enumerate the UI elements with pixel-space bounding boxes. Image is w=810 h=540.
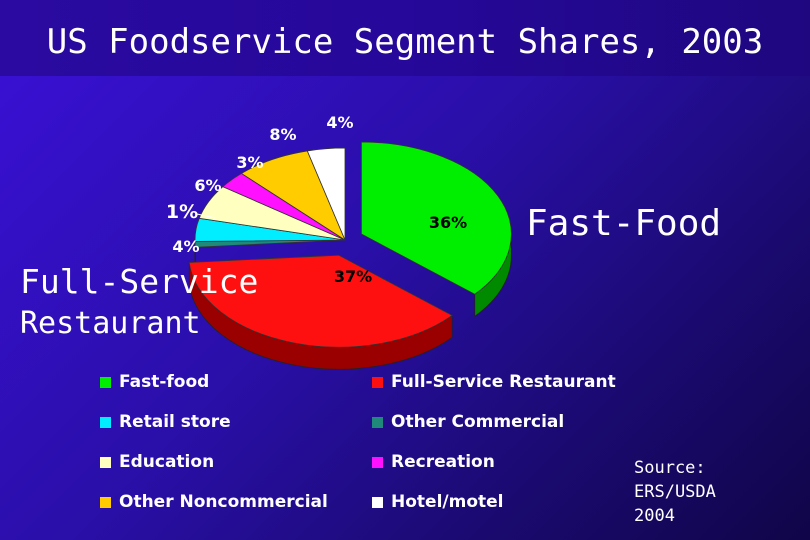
fast-food-callout: Fast-Food bbox=[526, 203, 722, 244]
source-line-1: Source: bbox=[634, 458, 706, 478]
legend-item: Other Noncommercial bbox=[100, 492, 328, 512]
legend-label: Education bbox=[119, 452, 215, 472]
pie-label-6: 8% bbox=[269, 125, 296, 144]
legend-label: Hotel/motel bbox=[391, 492, 504, 512]
full-service-callout-line1: Full-Service bbox=[20, 262, 259, 301]
pie-label-7: 4% bbox=[326, 113, 353, 132]
legend-swatch bbox=[100, 496, 111, 508]
pie-slice-7 bbox=[306, 147, 346, 241]
pie-label-3: 4% bbox=[172, 237, 199, 256]
legend-item: Fast-food bbox=[100, 372, 209, 392]
legend-swatch bbox=[100, 456, 111, 468]
pie-slice-0 bbox=[360, 141, 512, 295]
title-band bbox=[0, 0, 810, 76]
pie-label-2: 1% bbox=[166, 201, 198, 223]
source-line-3: 2004 bbox=[634, 506, 675, 526]
chart-title: US Foodservice Segment Shares, 2003 bbox=[46, 22, 764, 62]
legend-swatch bbox=[372, 416, 383, 428]
legend-label: Retail store bbox=[119, 412, 231, 432]
source-note: Source: ERS/USDA 2004 bbox=[634, 456, 716, 528]
legend-label: Other Noncommercial bbox=[119, 492, 328, 512]
legend-item: Recreation bbox=[372, 452, 495, 472]
legend-label: Fast-food bbox=[119, 372, 210, 392]
legend-swatch bbox=[372, 496, 383, 508]
source-line-2: ERS/USDA bbox=[634, 482, 716, 502]
pie-label-1: 37% bbox=[334, 267, 372, 286]
leader-line-other-commercial bbox=[196, 213, 216, 219]
pie-label-5: 3% bbox=[236, 153, 263, 172]
full-service-callout-line2: Restaurant bbox=[20, 306, 201, 341]
legend-item: Hotel/motel bbox=[372, 492, 503, 512]
legend-item: Retail store bbox=[100, 412, 231, 432]
legend-item: Other Commercial bbox=[372, 412, 564, 432]
legend-label: Full-Service Restaurant bbox=[391, 372, 616, 392]
pie-label-0: 36% bbox=[429, 213, 467, 232]
legend-label: Recreation bbox=[391, 452, 495, 472]
legend-item: Education bbox=[100, 452, 214, 472]
legend-swatch bbox=[372, 376, 383, 388]
pie-label-4: 6% bbox=[194, 176, 221, 195]
legend-swatch bbox=[100, 376, 111, 388]
pie-slice-1 bbox=[188, 254, 453, 348]
legend-item: Full-Service Restaurant bbox=[372, 372, 616, 392]
legend-label: Other Commercial bbox=[391, 412, 565, 432]
legend-swatch bbox=[100, 416, 111, 428]
legend: Fast-food Full-Service Restaurant Retail s… bbox=[100, 372, 640, 522]
legend-swatch bbox=[372, 456, 383, 468]
